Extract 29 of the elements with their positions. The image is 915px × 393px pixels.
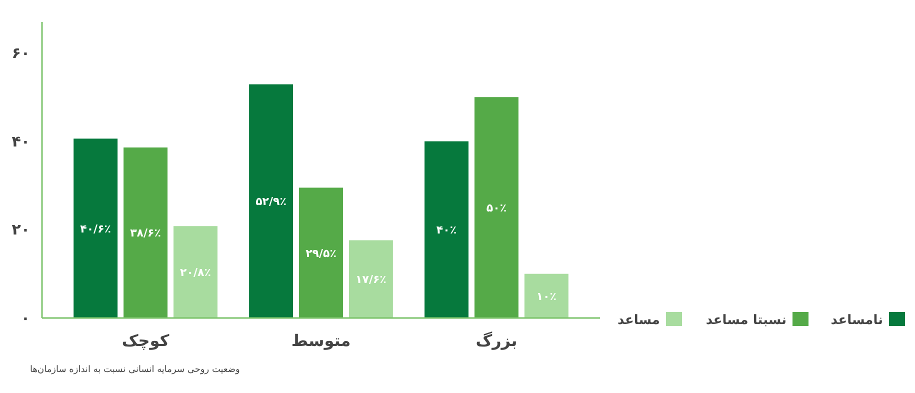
data-label: ۲۹/۵٪	[306, 246, 336, 260]
data-label: ۱۷/۶٪	[356, 273, 386, 286]
bar	[348, 240, 393, 318]
data-label: ۵۰٪	[486, 202, 507, 215]
y-tick-label: ۲۰	[12, 220, 30, 239]
bar	[424, 141, 468, 318]
data-label: ۱۰٪	[536, 290, 557, 303]
bar	[524, 274, 568, 318]
bar	[124, 147, 168, 318]
bar	[474, 97, 518, 318]
data-label: ۴۰٪	[436, 224, 457, 237]
data-label: ۳۸/۶٪	[130, 226, 161, 240]
y-tick-label: ۰	[20, 309, 30, 327]
y-tick-label: ۶۰	[12, 44, 30, 62]
x-tick-label: متوسط	[291, 331, 351, 350]
bar	[249, 84, 294, 318]
data-label: ۵۲/۹٪	[256, 195, 286, 208]
legend-label: نامساعد	[830, 313, 883, 328]
x-tick-label: کوچک	[122, 331, 170, 350]
bar	[74, 138, 118, 318]
text: وضعیت روحی سرمایه انسانی نسبت به اندازه سازمان‌ها	[30, 365, 240, 375]
legend-label: مساعد	[617, 313, 660, 328]
bar	[299, 188, 343, 318]
data-label: ۴۰/۶٪	[80, 222, 112, 236]
legend-label: نسبتا مساعد	[706, 313, 786, 328]
y-tick-label: ۴۰	[12, 132, 30, 150]
bar	[174, 226, 218, 318]
x-tick-label: بزرگ	[476, 331, 518, 350]
data-label: ۲۰/۸٪	[180, 266, 211, 280]
